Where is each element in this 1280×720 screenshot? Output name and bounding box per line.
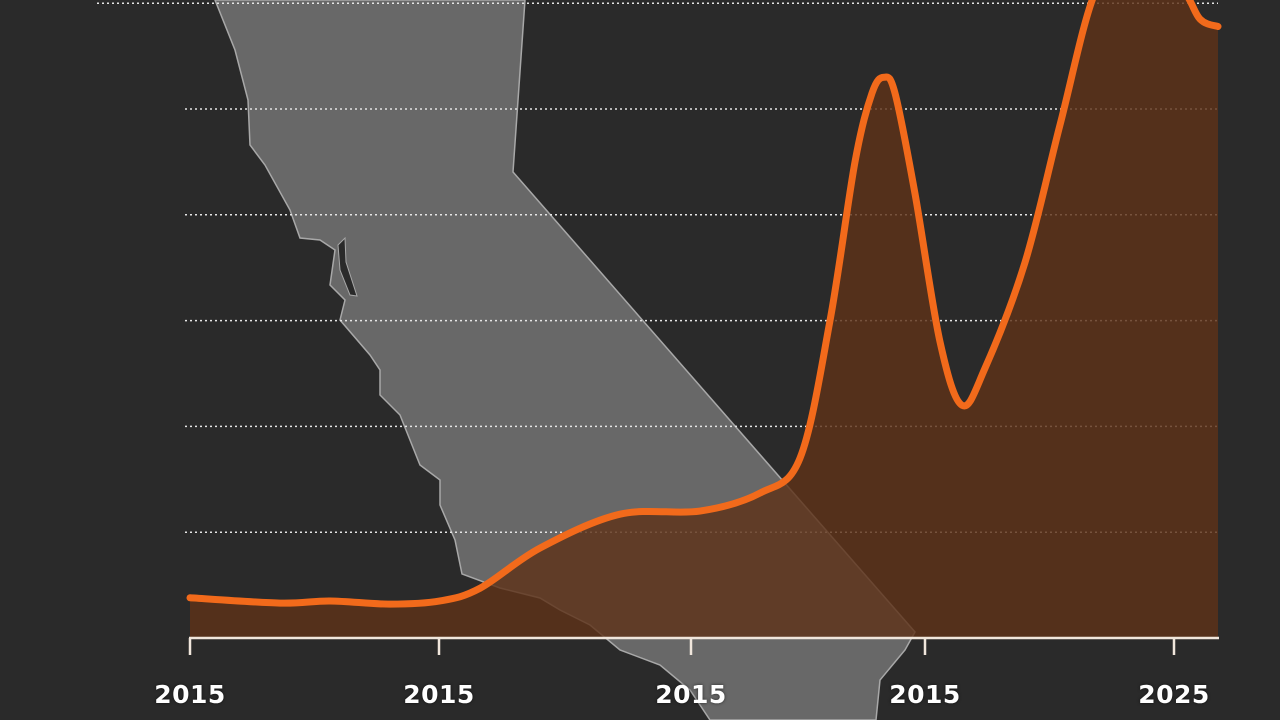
x-tick-label: 2015 bbox=[655, 680, 727, 709]
x-tick-label: 2025 bbox=[1138, 680, 1210, 709]
x-tick-label: 2015 bbox=[889, 680, 961, 709]
x-axis-ticks bbox=[188, 638, 1176, 655]
x-tick-label: 2015 bbox=[403, 680, 475, 709]
area-fill bbox=[190, 0, 1218, 638]
x-tick-label: 2015 bbox=[154, 680, 226, 709]
trend-line bbox=[186, 0, 1222, 608]
bay-inlet bbox=[337, 236, 358, 297]
